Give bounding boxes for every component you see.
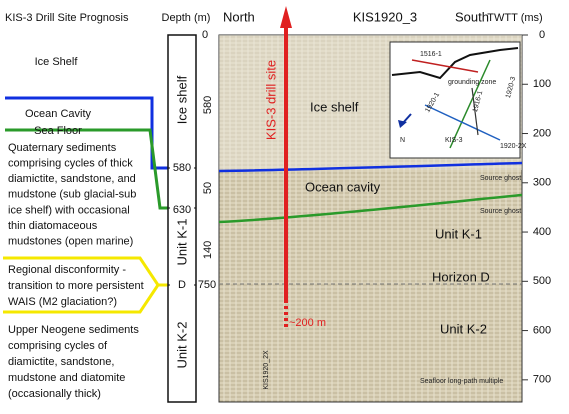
text-line: Regional disconformity - — [8, 264, 126, 276]
multiple-label: Seafloor long-path multiple — [420, 378, 503, 385]
disconformity-line — [3, 256, 168, 314]
axis-title: TWTT (ms) — [487, 12, 542, 24]
thickness-label: 140 — [202, 241, 214, 259]
quaternary-text: Quaternary sediments comprising cycles of… — [8, 142, 136, 248]
depth-label: 750 — [198, 279, 216, 291]
unit-label: Unit K-1 — [174, 219, 189, 266]
inset-label: 1920-2X — [500, 143, 527, 150]
text-line: comprising cycles of — [8, 340, 108, 352]
text-line: WAIS (M2 glaciation?) — [8, 296, 117, 308]
thickness-label: 580 — [202, 96, 214, 114]
survey-line — [411, 59, 479, 73]
depth-label: D — [178, 279, 186, 291]
ghost-label: Source ghost — [480, 208, 521, 215]
y-tick-label: 300 — [533, 177, 551, 189]
text-line: Upper Neogene sediments — [8, 324, 139, 336]
depth-column — [167, 34, 197, 403]
ice-shelf-label: Ice Shelf — [35, 56, 79, 68]
thickness-label: 50 — [202, 182, 214, 194]
drill-arrow-head — [280, 6, 292, 28]
inset-label: grounding zone — [448, 79, 496, 86]
y-tick-label: 200 — [533, 127, 551, 139]
y-tick-label: 700 — [533, 374, 551, 386]
y-tick-label: 100 — [533, 78, 551, 90]
text-line: ice shelf) with occasional — [8, 204, 130, 216]
text-line: diamictite, sandstone, — [8, 356, 114, 368]
text-line: (occasionally thick) — [8, 388, 101, 400]
crossline-label: KIS1920_2X — [263, 350, 270, 390]
unit-k2-label: Unit K-2 — [440, 321, 487, 336]
survey-line — [471, 87, 479, 136]
text-line: diamictite, sandstone, and — [8, 173, 136, 185]
y-tick-label: 400 — [533, 226, 551, 238]
seismic-title: KIS1920_3 — [353, 9, 417, 24]
text-line: transition to more persistent — [8, 280, 144, 292]
text-line: mudstone and diatomite — [8, 372, 125, 384]
disconformity-text: Regional disconformity - transition to mo… — [8, 264, 144, 308]
inset-label: KIS-3 — [445, 137, 463, 144]
label-bg — [170, 278, 194, 292]
y-tick-label: 600 — [533, 324, 551, 336]
label-bg — [170, 161, 194, 175]
unit-k1-label: Unit K-1 — [435, 226, 482, 241]
ice-shelf-label: Ice shelf — [310, 99, 359, 114]
depth-label: 630 — [173, 204, 191, 216]
north-label: North — [223, 9, 255, 24]
drill-site-label: KIS-3 drill site — [263, 60, 278, 140]
sea-floor-label: Sea Floor — [34, 125, 82, 137]
depth-label: 580 — [173, 162, 191, 174]
seafloor-horizon — [218, 193, 523, 224]
neogene-text: Upper Neogene sediments comprising cycles… — [8, 324, 139, 400]
ocean-cavity-label: Ocean cavity — [305, 179, 381, 194]
text-line: comprising cycles of thick — [8, 158, 133, 170]
text-line: thin diatomaceous — [8, 220, 98, 232]
unit-label: Unit K-2 — [174, 322, 189, 369]
north-label: N — [400, 137, 405, 144]
north-arrow — [401, 113, 412, 125]
y-tick-label: 500 — [533, 275, 551, 287]
grounding-line — [391, 47, 519, 80]
south-label: South — [455, 9, 489, 24]
text-line: mudstones (open marine) — [8, 236, 133, 248]
survey-line — [424, 104, 501, 141]
y-tick-label: 0 — [539, 29, 545, 41]
unit-label: Ice shelf — [174, 75, 189, 124]
survey-line — [449, 59, 491, 149]
ocean-cavity-label: Ocean Cavity — [25, 108, 92, 120]
depth-label: 0 — [202, 29, 208, 41]
ice-base-horizon — [218, 161, 523, 173]
text-line: Quaternary sediments — [8, 142, 117, 154]
horizon-d-label: Horizon D — [432, 269, 490, 284]
label-bg — [170, 201, 194, 215]
ocean-line — [5, 96, 168, 170]
inset-label: 1516-1 — [420, 51, 442, 58]
text-line: mudstone (sub glacial-sub — [8, 189, 136, 201]
ghost-label: Source ghost — [480, 175, 521, 182]
left-title: KIS-3 Drill Site Prognosis — [5, 12, 129, 24]
depth-note: ~200 m — [289, 317, 326, 329]
seafloor-line — [5, 128, 168, 210]
depth-title: Depth (m) — [162, 12, 211, 24]
